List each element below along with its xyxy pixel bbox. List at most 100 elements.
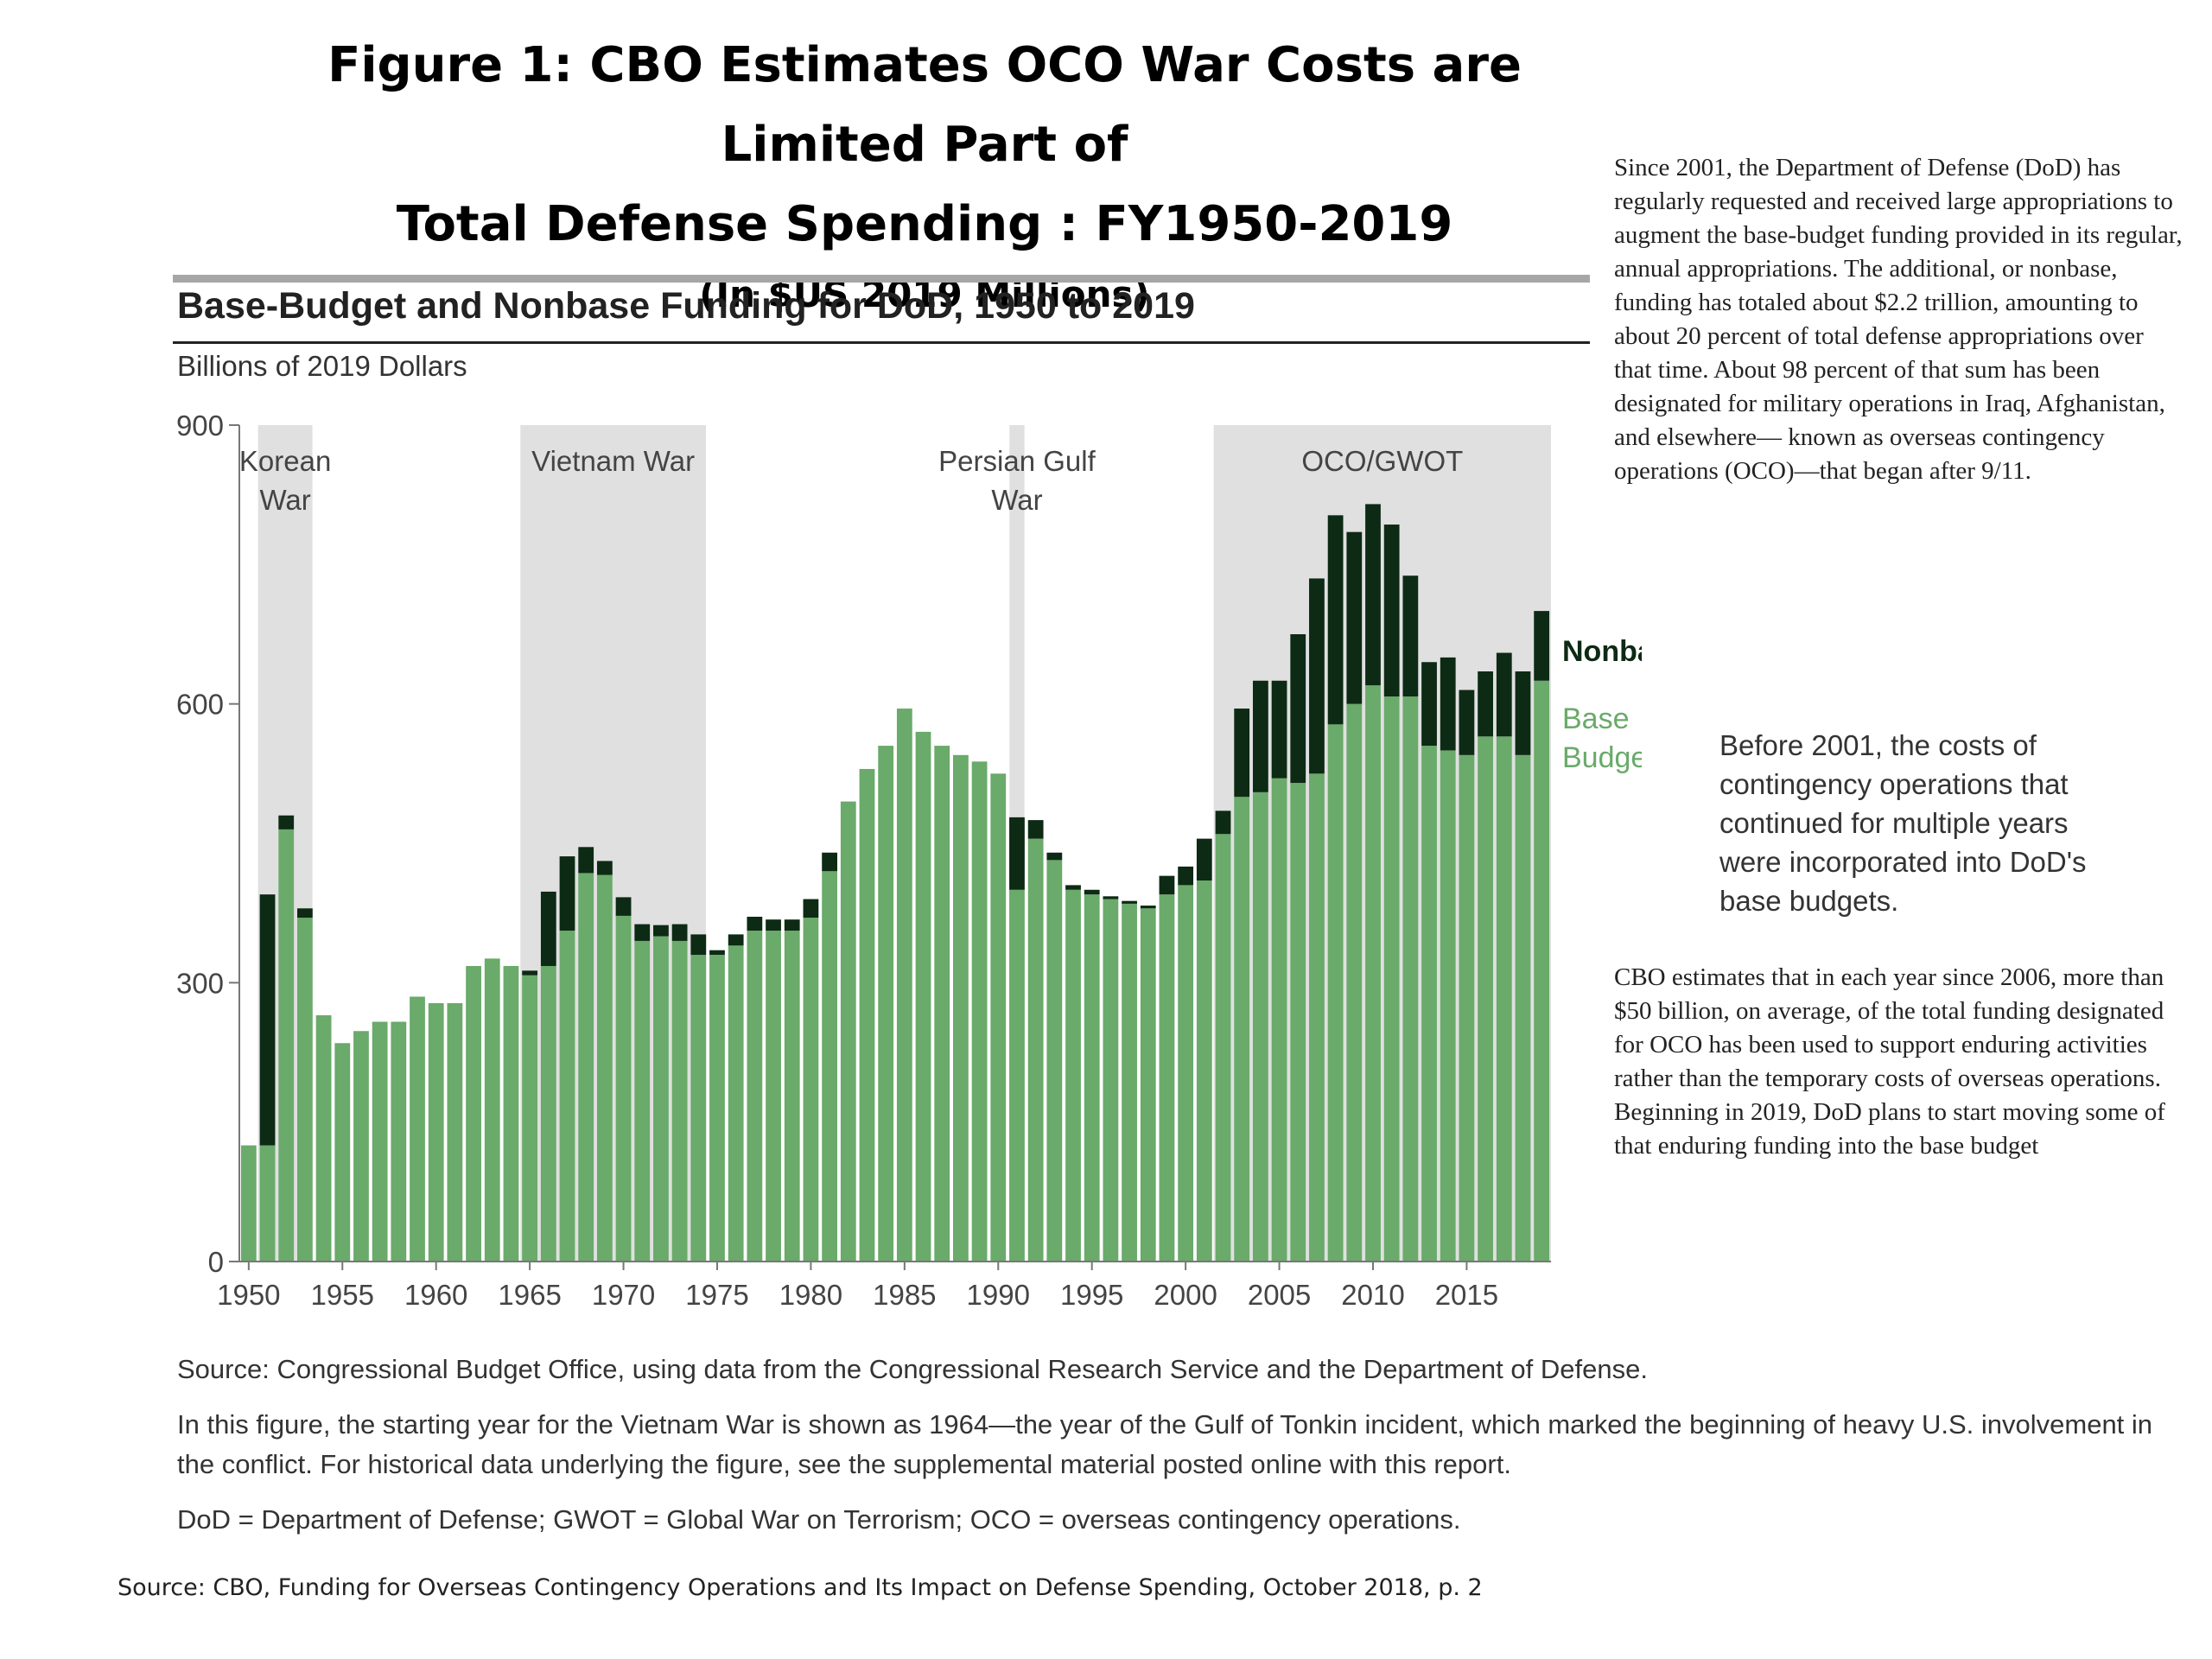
y-tick-label-300: 300 [176, 967, 224, 999]
bar-base-1965 [522, 975, 538, 1262]
bar-base-2006 [1290, 783, 1306, 1262]
bar-base-1961 [447, 1002, 463, 1262]
x-tick-label-1950: 1950 [217, 1279, 280, 1311]
bar-nonbase-1972 [653, 925, 669, 937]
bar-nonbase-1994 [1065, 885, 1081, 890]
bar-nonbase-2008 [1327, 515, 1344, 725]
bar-base-1950 [240, 1145, 257, 1262]
bar-nonbase-2017 [1496, 652, 1512, 737]
x-tick-label-1985: 1985 [873, 1279, 936, 1311]
y-tick-label-0: 0 [208, 1246, 224, 1278]
bar-base-1978 [766, 931, 781, 1262]
y-tick-label-900: 900 [176, 410, 224, 442]
period-label-2: Persian Gulf [938, 445, 1096, 477]
bar-nonbase-2004 [1252, 680, 1268, 792]
bar-base-1995 [1084, 894, 1100, 1262]
period-label-0-line2: War [259, 484, 310, 516]
chart-title-rule [173, 341, 1590, 344]
x-tick-label-1970: 1970 [592, 1279, 655, 1311]
bar-base-2008 [1327, 724, 1344, 1262]
bar-base-1979 [784, 931, 800, 1262]
bar-nonbase-1975 [709, 950, 725, 956]
figure-title-line2: Total Defense Spending : FY1950-2019 [396, 196, 1453, 252]
bar-base-2017 [1496, 736, 1512, 1262]
bar-base-1990 [990, 773, 1007, 1262]
bar-base-1994 [1065, 889, 1081, 1262]
side-note-3: CBO estimates that in each year since 20… [1614, 963, 2165, 1160]
bar-base-1959 [410, 996, 425, 1262]
figure-source: Source: CBO, Funding for Overseas Contin… [118, 1574, 1483, 1601]
bar-nonbase-2013 [1421, 662, 1437, 747]
bar-base-1968 [578, 873, 594, 1262]
legend-base: Base [1562, 702, 1630, 735]
bar-base-2010 [1365, 685, 1381, 1262]
bar-base-1962 [466, 965, 481, 1262]
bar-base-2016 [1478, 736, 1493, 1262]
bar-nonbase-1973 [671, 924, 688, 941]
bar-base-2018 [1515, 754, 1531, 1262]
bar-base-1951 [259, 1145, 276, 1262]
bar-nonbase-1977 [747, 916, 763, 931]
bar-base-1992 [1027, 838, 1044, 1262]
bar-nonbase-2010 [1365, 504, 1381, 686]
bar-nonbase-1998 [1140, 906, 1156, 909]
bar-base-2015 [1459, 754, 1475, 1262]
x-tick-label-2000: 2000 [1154, 1279, 1217, 1311]
x-tick-label-2015: 2015 [1435, 1279, 1498, 1311]
bar-base-2013 [1421, 746, 1437, 1262]
bar-nonbase-1978 [766, 919, 781, 931]
bar-base-1977 [747, 931, 763, 1262]
bar-base-1975 [709, 955, 725, 1262]
legend-base-line2: Budget [1562, 741, 1642, 774]
x-tick-label-1960: 1960 [404, 1279, 467, 1311]
bar-base-1985 [896, 709, 912, 1262]
bar-base-1954 [315, 1014, 332, 1262]
bar-nonbase-1979 [784, 919, 800, 931]
bar-nonbase-2016 [1478, 671, 1493, 737]
side-note-1: Since 2001, the Department of Defense (D… [1614, 154, 2183, 485]
header-rule [173, 275, 1590, 283]
bar-base-1966 [540, 965, 556, 1262]
bar-nonbase-1971 [634, 924, 651, 941]
defense-funding-chart: Korean War Vietnam War Persian Gulf War OCO/G… [176, 410, 1642, 1311]
bar-nonbase-2003 [1234, 709, 1250, 798]
bar-base-2011 [1383, 696, 1400, 1262]
bar-base-1982 [840, 801, 856, 1262]
y-tick-label-600: 600 [176, 689, 224, 721]
bar-nonbase-1981 [822, 852, 837, 872]
bar-nonbase-1970 [615, 897, 632, 916]
period-label-3: OCO/GWOT [1301, 445, 1463, 477]
x-tick-label-1955: 1955 [311, 1279, 374, 1311]
bar-base-1980 [803, 918, 819, 1262]
bar-nonbase-1991 [1009, 817, 1025, 890]
bar-nonbase-2001 [1196, 838, 1212, 881]
bar-base-2019 [1534, 680, 1550, 1262]
chart-title: Base-Budget and Nonbase Funding for DoD,… [177, 285, 1195, 327]
x-tick-label-2005: 2005 [1248, 1279, 1311, 1311]
notes-source: Source: Congressional Budget Office, usi… [177, 1354, 1648, 1384]
bar-base-1973 [671, 940, 688, 1262]
bar-base-1970 [615, 915, 632, 1262]
x-tick-label-2010: 2010 [1341, 1279, 1404, 1311]
bar-base-2005 [1271, 778, 1287, 1262]
bar-base-1971 [634, 940, 651, 1262]
x-tick-label-1965: 1965 [498, 1279, 561, 1311]
notes-vietnam: In this figure, the starting year for th… [177, 1409, 2153, 1479]
x-tick-label-1975: 1975 [685, 1279, 748, 1311]
x-tick-label-1990: 1990 [967, 1279, 1030, 1311]
bar-base-1988 [953, 754, 969, 1262]
x-tick-label-1995: 1995 [1060, 1279, 1123, 1311]
bar-base-1976 [728, 945, 744, 1262]
legend-nonbase: Nonbase [1562, 635, 1642, 668]
y-axis-units: Billions of 2019 Dollars [177, 350, 467, 382]
bar-base-2000 [1178, 885, 1194, 1262]
shaded-period-3 [1213, 425, 1551, 1262]
bar-base-1952 [278, 829, 295, 1262]
bar-nonbase-1980 [803, 899, 819, 918]
bar-nonbase-2012 [1402, 575, 1419, 697]
bar-base-1991 [1009, 889, 1025, 1262]
bar-nonbase-2009 [1346, 531, 1363, 704]
bar-nonbase-1967 [559, 856, 575, 931]
side-note-2: Before 2001, the costs of contingency op… [1719, 729, 2087, 917]
bar-base-2009 [1346, 703, 1363, 1262]
